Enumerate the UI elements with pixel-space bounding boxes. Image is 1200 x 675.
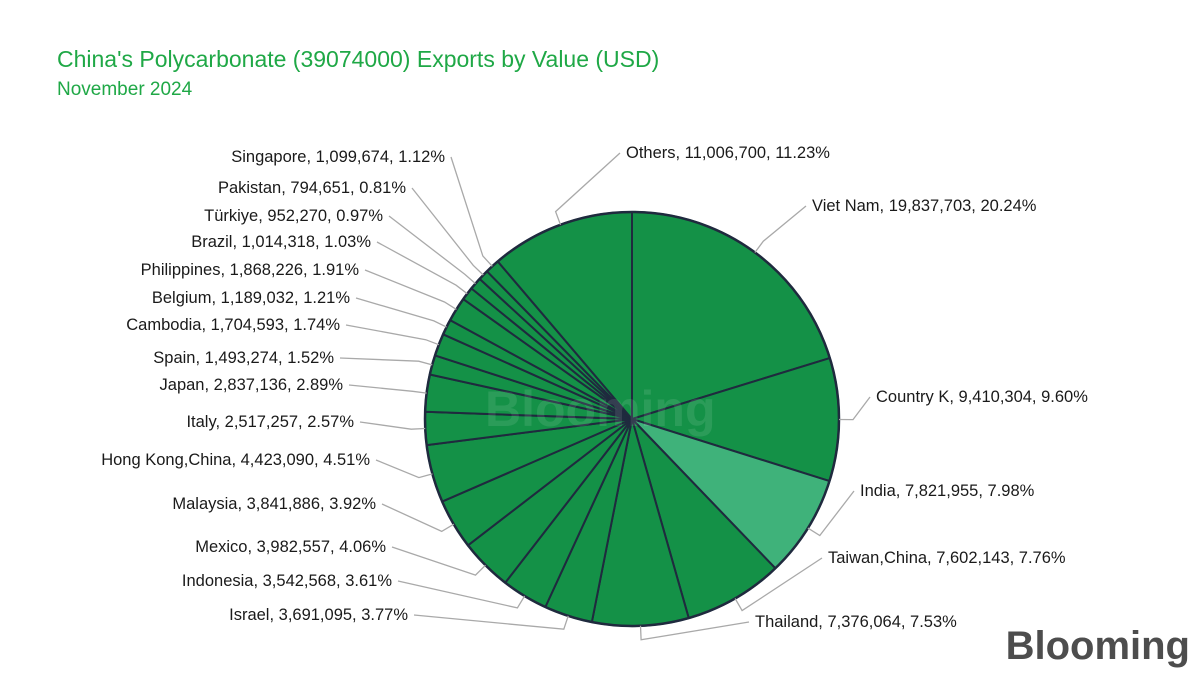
data-label-japan: Japan, 2,837,136, 2.89% [160,376,344,394]
data-label-brazil: Brazil, 1,014,318, 1.03% [191,233,371,251]
leader-line-t-rkiye [388,215,476,285]
pie-slices [423,210,841,628]
data-label-belgium: Belgium, 1,189,032, 1.21% [152,289,350,307]
brand-logo: Blooming [1005,624,1190,668]
data-label-cambodia: Cambodia, 1,704,593, 1.74% [126,316,340,334]
leader-line-others [554,152,621,226]
data-label-india: India, 7,821,955, 7.98% [860,482,1035,500]
leader-line-mexico [391,546,486,576]
data-label-thailand: Thailand, 7,376,064, 7.53% [755,613,957,631]
leader-line-malaysia [381,503,455,533]
data-label-hong-kong-china: Hong Kong,China, 4,423,090, 4.51% [101,451,370,469]
chart-title: China's Polycarbonate (39074000) Exports… [57,46,660,72]
leader-line-japan [348,384,427,394]
watermark-text: Blooming [485,381,716,437]
leader-line-israel [413,614,569,630]
data-label-country-k: Country K, 9,410,304, 9.60% [876,388,1088,406]
leader-line-taiwan-china [734,557,823,612]
data-label-spain: Spain, 1,493,274, 1.52% [153,349,334,367]
data-label-italy: Italy, 2,517,257, 2.57% [186,413,354,431]
leader-line-pakistan [411,187,484,276]
data-label-viet-nam: Viet Nam, 19,837,703, 20.24% [812,197,1037,215]
leader-line-thailand [639,621,750,641]
data-label-pakistan: Pakistan, 794,651, 0.81% [218,179,406,197]
leader-line-viet-nam [754,205,807,253]
leader-line-india [807,490,855,537]
data-label-malaysia: Malaysia, 3,841,886, 3.92% [172,495,376,513]
data-label-t-rkiye: Türkiye, 952,270, 0.97% [204,207,383,225]
leader-line-hong-kong-china [375,459,433,479]
chart-subtitle: November 2024 [57,79,193,100]
data-label-taiwan-china: Taiwan,China, 7,602,143, 7.76% [828,549,1066,567]
leader-line-spain [339,357,433,366]
leader-lines [339,152,871,641]
data-label-israel: Israel, 3,691,095, 3.77% [229,606,408,624]
data-label-indonesia: Indonesia, 3,542,568, 3.61% [182,572,392,590]
leader-line-belgium [355,297,447,328]
pie-outline [423,210,841,628]
leader-line-brazil [376,241,468,295]
leader-line-italy [359,421,426,430]
leader-line-cambodia [345,324,440,346]
data-label-singapore: Singapore, 1,099,674, 1.12% [231,148,445,166]
slice-labels: Viet Nam, 19,837,703, 20.24% Country K, 9… [101,144,1088,631]
leader-line-singapore [450,156,493,267]
data-label-philippines: Philippines, 1,868,226, 1.91% [141,261,360,279]
leader-line-philippines [364,269,457,310]
data-label-mexico: Mexico, 3,982,557, 4.06% [195,538,386,556]
leader-line-country-k [838,396,871,421]
data-label-others: Others, 11,006,700, 11.23% [626,144,830,162]
leader-line-indonesia [397,580,526,609]
